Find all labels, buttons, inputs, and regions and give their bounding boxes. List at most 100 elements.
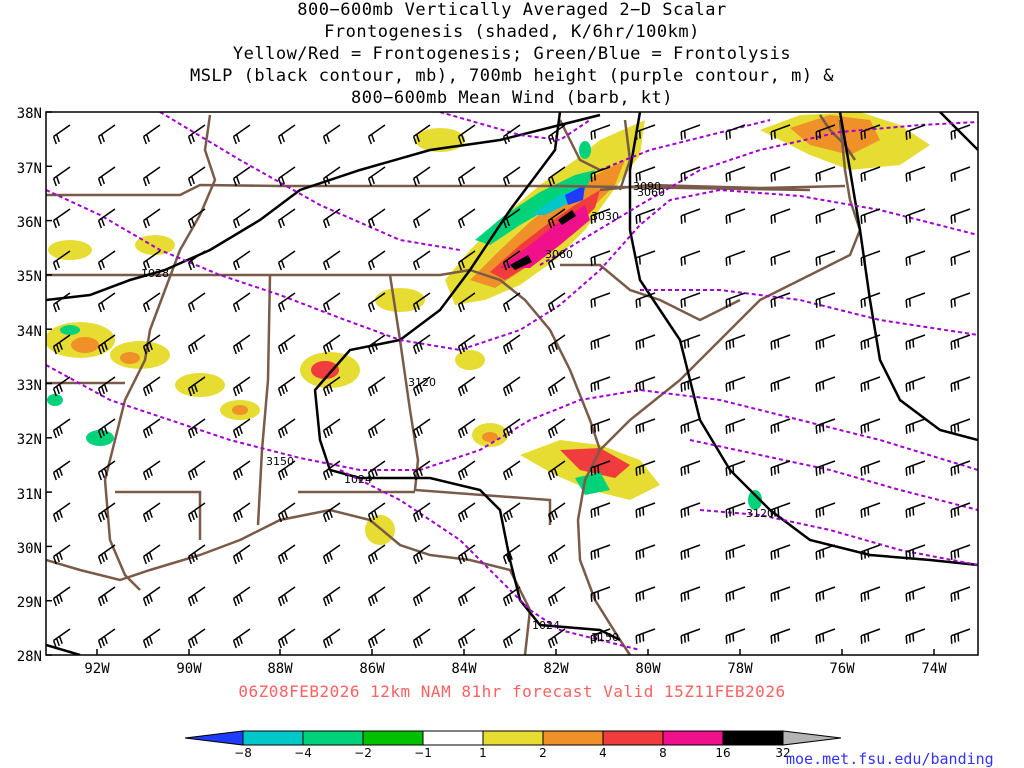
wind-barb	[232, 376, 251, 397]
wind-barb	[680, 418, 701, 434]
wind-barb	[860, 292, 881, 308]
wind-barb	[187, 460, 206, 481]
wind-barb	[412, 208, 431, 229]
georgia-east-detail	[618, 119, 632, 191]
colorbar	[184, 730, 842, 746]
lon-label: 82W	[543, 661, 569, 677]
wind-barb	[142, 334, 161, 355]
lon-label: 86W	[359, 661, 385, 677]
colorbar-low-arrow	[184, 730, 244, 746]
wind-barb	[547, 586, 566, 607]
wind-barb	[502, 628, 521, 649]
wind-barb	[277, 376, 296, 397]
title-line-2: Frontogenesis (shaded, K/6hr/100km)	[324, 22, 700, 42]
mslp-contour-1020	[838, 112, 978, 442]
wind-barb	[457, 502, 476, 523]
wind-barb	[97, 544, 116, 565]
lat-label: 29N	[17, 595, 42, 611]
wind-barb	[97, 292, 116, 313]
wind-barb	[815, 376, 836, 392]
wind-barb	[457, 250, 476, 271]
wind-barb	[635, 418, 656, 434]
wind-barb	[502, 460, 521, 481]
lon-labels: 92W 90W 88W 86W 84W 82W 80W 78W 76W 74W	[84, 661, 947, 677]
lat-label: 30N	[17, 541, 42, 557]
wind-barb	[635, 376, 656, 392]
wind-barb	[457, 292, 476, 313]
wind-barb	[502, 334, 521, 355]
wind-barb	[725, 586, 746, 602]
wind-barb	[770, 628, 791, 644]
lat-label: 36N	[17, 215, 42, 231]
wind-barb	[547, 544, 566, 565]
wind-barb	[860, 586, 881, 602]
wind-barb	[367, 124, 386, 145]
wind-barb	[770, 292, 791, 308]
wind-barb	[680, 460, 701, 476]
wind-barb	[322, 250, 341, 271]
mslp-label: 1024	[532, 619, 560, 632]
wind-barb	[367, 460, 386, 481]
wind-barb	[322, 460, 341, 481]
colorbar-swatch	[422, 730, 484, 746]
wind-barb	[367, 586, 386, 607]
wind-barb	[412, 292, 431, 313]
wind-barb	[457, 628, 476, 649]
wind-barb	[367, 250, 386, 271]
wind-barb	[950, 208, 971, 224]
wind-barb	[142, 460, 161, 481]
wind-barb	[277, 460, 296, 481]
height-label: 3060	[637, 186, 665, 199]
colorbar-label: 32	[775, 746, 791, 760]
wind-barb	[502, 586, 521, 607]
height-contour	[539, 121, 978, 266]
wind-barb	[142, 166, 161, 187]
lat-label: 32N	[17, 432, 42, 448]
frontogenesis-blob	[48, 240, 92, 260]
wind-barb	[680, 376, 701, 392]
wind-barb	[815, 502, 836, 518]
wind-barb	[187, 586, 206, 607]
wind-barb	[860, 544, 881, 560]
frontogenesis-blob	[110, 341, 170, 369]
wind-barb	[725, 334, 746, 350]
mslp-label: 1028	[141, 267, 169, 280]
wind-barb	[187, 292, 206, 313]
credit-link[interactable]: moe.met.fsu.edu/banding	[786, 750, 994, 768]
frontogenesis-blob	[175, 373, 225, 397]
height-contour	[439, 112, 591, 142]
frontogenesis-black-core	[510, 255, 532, 270]
wind-barb	[770, 208, 791, 224]
wind-barb	[142, 124, 161, 145]
height-contour	[640, 289, 978, 336]
wind-barb	[590, 460, 611, 476]
wind-barb	[635, 460, 656, 476]
wind-barb	[367, 628, 386, 649]
wind-barb	[52, 460, 71, 481]
height-contour	[699, 509, 978, 566]
frontogenesis-blob	[482, 432, 498, 442]
frontogenesis-coast-red	[560, 448, 630, 478]
wind-barb	[232, 460, 251, 481]
wind-barb	[412, 586, 431, 607]
wind-barb	[52, 124, 71, 145]
wind-barb	[412, 418, 431, 439]
lat-label: 38N	[17, 106, 42, 122]
louisiana-mississippi-border	[115, 490, 202, 540]
lon-label: 78W	[727, 661, 753, 677]
lat-labels: 38N 37N 36N 35N 34N 33N 32N 31N 30N 29N …	[17, 106, 42, 665]
lat-label: 28N	[17, 649, 42, 665]
wind-barb	[815, 460, 836, 476]
wind-barb	[815, 418, 836, 434]
wind-barb	[97, 586, 116, 607]
wind-barb	[635, 166, 656, 182]
wind-barb	[232, 292, 251, 313]
lat-label: 37N	[17, 161, 42, 177]
wind-barb	[232, 586, 251, 607]
colorbar-swatch	[602, 730, 664, 746]
wind-barb	[367, 544, 386, 565]
wind-barb	[322, 166, 341, 187]
wind-barb	[52, 376, 71, 397]
mslp-contour-1028	[46, 113, 601, 302]
wind-barb	[950, 502, 971, 518]
